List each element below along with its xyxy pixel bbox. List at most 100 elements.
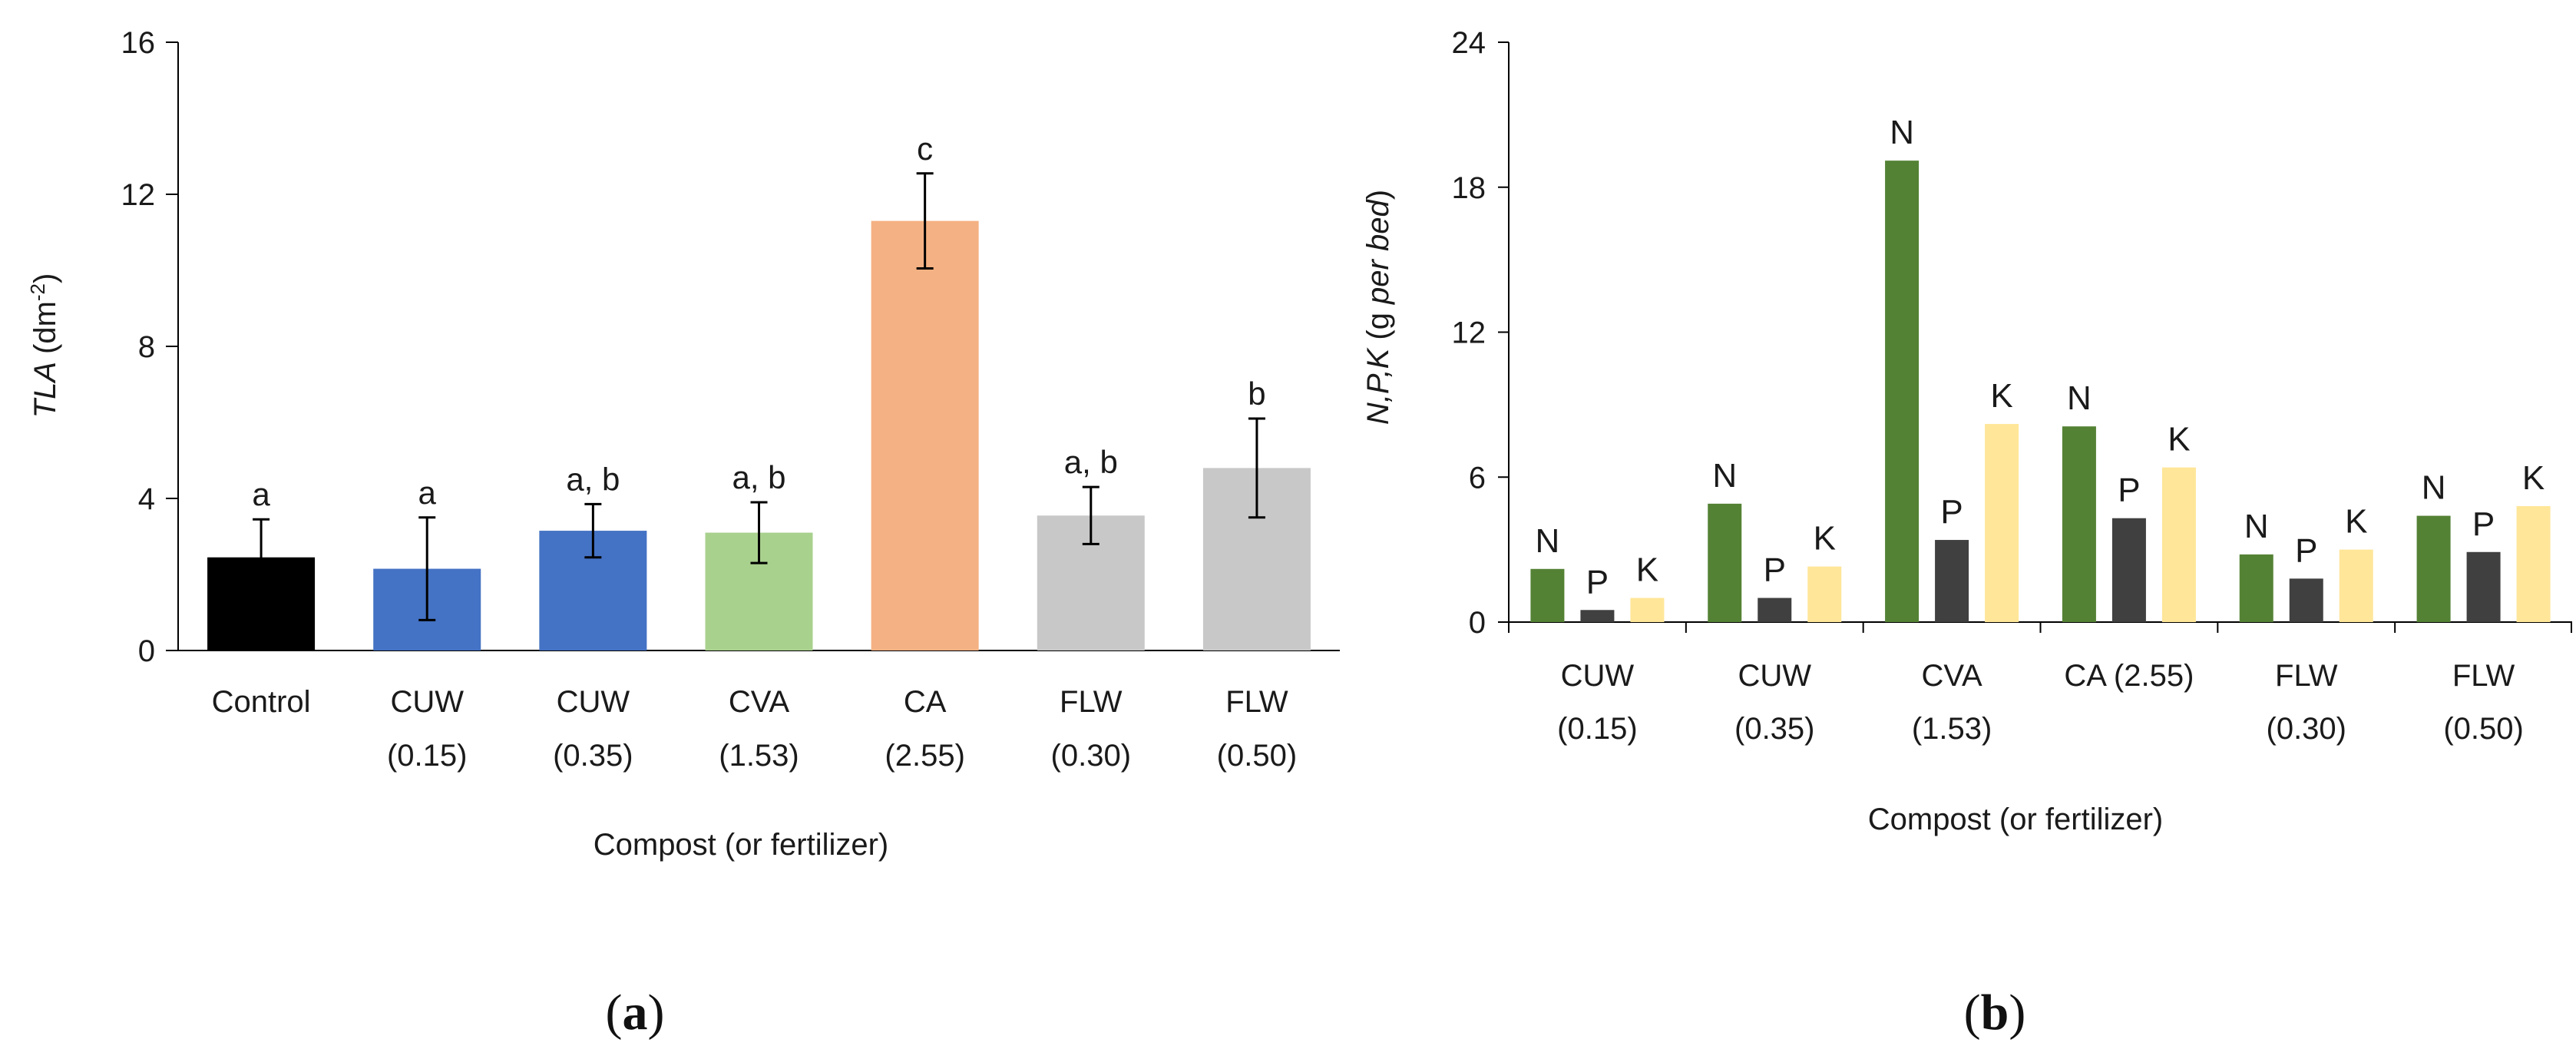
panel-b-x-tick-label: CVA: [1921, 659, 1982, 693]
panel-a-x-tick-label: Control: [212, 685, 311, 719]
panel-b-bar-label-n: N: [1890, 114, 1914, 151]
panel-b-y-tick-label: 24: [1452, 26, 1486, 60]
panel-b-x-tick-label: CUW: [1738, 659, 1811, 693]
panel-b-x-tick-label: CUW: [1561, 659, 1635, 693]
panel-a-y-tick-label: 16: [121, 26, 156, 60]
panel-b-bar-label-p: P: [2472, 505, 2495, 543]
panel-b-bar-label-k: K: [1636, 551, 1658, 589]
panel-a-y-tick-label: 0: [138, 634, 155, 668]
panel-a-x-tick-label: (1.53): [719, 739, 799, 773]
panel-a-significance-letter: b: [1248, 376, 1265, 412]
panel-b-bar-label-k: K: [2168, 421, 2190, 458]
panel-b-bar-k: [1630, 598, 1665, 622]
panel-a-significance-letter: a, b: [1064, 444, 1118, 480]
panel-a-y-axis-title-part: TLA: [28, 362, 62, 418]
panel-a-x-axis-title: Compost (or fertilizer): [594, 828, 889, 862]
panel-b-bar-label-k: K: [1814, 520, 1836, 558]
panel-b-bar-label-n: N: [1536, 522, 1560, 560]
panel-b-bar-k: [1985, 424, 2019, 622]
panel-a-y-axis-title-part: ): [28, 273, 62, 283]
panel-b-x-tick-label: FLW: [2275, 659, 2338, 693]
panel-b-x-axis-title: Compost (or fertilizer): [1868, 803, 2164, 836]
panel-b-bar-label-n: N: [2244, 508, 2269, 545]
panel-b-y-tick-label: 0: [1469, 606, 1486, 640]
panel-b-bar-p: [1935, 540, 1969, 622]
panel-a-x-tick-label: CUW: [390, 685, 464, 719]
panel-b-bar-label-n: N: [2067, 379, 2092, 417]
panel-b-y-tick-label: 12: [1452, 316, 1486, 350]
panel-a-x-tick-label: (0.35): [553, 739, 633, 773]
panel-b-bar-label-p: P: [1940, 493, 1963, 531]
panel-b-bar-label-n: N: [1712, 457, 1737, 495]
panel-a-significance-letter: a, b: [566, 461, 620, 497]
panel-b-y-tick-label: 18: [1452, 171, 1486, 205]
panel-b-bar-label-k: K: [2345, 503, 2367, 541]
panel-b-bar-label-p: P: [2118, 472, 2140, 509]
panel-label-paren: ): [648, 985, 665, 1041]
panel-b-x-tick-label: (0.30): [2267, 712, 2347, 746]
panel-b-bar-label-p: P: [2295, 531, 2317, 569]
panel-b-x-tick-label: CA (2.55): [2064, 659, 2194, 693]
panel-b-bar-n: [2062, 426, 2096, 622]
panel-b-x-tick-label: (1.53): [1912, 712, 1992, 746]
panel-b-y-axis-title-part: (g: [1361, 304, 1395, 349]
panel-a-significance-letter: c: [917, 131, 933, 167]
panel-b-bar-label-k: K: [1990, 377, 2012, 415]
panel-label-letter: b: [1981, 985, 2009, 1041]
panel-a-y-tick-label: 12: [121, 178, 156, 212]
panel-b-y-tick-label: 6: [1469, 461, 1486, 495]
panel-b-y-axis-title-part: ): [1361, 190, 1395, 200]
panel-b-bar-p: [1580, 610, 1615, 622]
panel-a-y-tick-label: 8: [138, 330, 155, 364]
panel-b-bar-label-n: N: [2422, 469, 2446, 507]
panel-a-y-axis-title-part: (dm: [28, 301, 62, 354]
panel-b-y-axis-title-part: N,P,K: [1361, 346, 1395, 425]
panel-a-y-axis-title: TLA (dm-2): [26, 273, 62, 419]
panel-a-x-tick-label: (0.15): [387, 739, 468, 773]
panel-a-x-tick-label: (0.50): [1217, 739, 1298, 773]
panel-b-x-tick-label: FLW: [2452, 659, 2515, 693]
panel-b-bar-k: [2161, 467, 2196, 622]
panel-b-bar-label-k: K: [2522, 459, 2545, 497]
panel-a-chart: 0 4 8 12 16 a Control a CUW (0.15) a, b CUW (0.35) a,…: [26, 26, 1340, 862]
panel-a-bar: [871, 220, 979, 650]
panel-a-significance-letter: a, b: [732, 459, 785, 495]
panel-a-significance-letter: a: [252, 476, 270, 512]
panel-b-bar-label-p: P: [1586, 563, 1609, 601]
panel-b-x-tick-label: (0.15): [1557, 712, 1638, 746]
panel-a-x-tick-label: (0.30): [1051, 739, 1132, 773]
panel-label: (b): [1964, 985, 2026, 1041]
panel-label-letter: a: [623, 985, 648, 1041]
panel-b-y-axis-title-part: per bed: [1361, 199, 1395, 305]
panel-b-bar-p: [2289, 578, 2323, 622]
panel-b-bar-n: [1708, 503, 1742, 622]
panel-b-bar-k: [1807, 566, 1842, 622]
panel-a-x-tick-label: FLW: [1060, 685, 1123, 719]
panel-a-significance-letter: a: [418, 475, 437, 511]
panel-label-paren: (: [606, 985, 623, 1041]
panel-b-bar-n: [2416, 515, 2451, 622]
panel-a-y-tick-label: 4: [138, 482, 155, 516]
panel-a-x-tick-label: CA: [904, 685, 947, 719]
panel-a-x-tick-label: (2.55): [885, 739, 965, 773]
panel-b-bar-p: [2111, 518, 2146, 622]
panel-label: (a): [606, 985, 665, 1041]
panel-b-x-tick-label: (0.35): [1734, 712, 1815, 746]
panel-b-bar-p: [2466, 551, 2501, 622]
panel-b-bar-k: [2339, 549, 2373, 622]
panel-b-bar-n: [1885, 161, 1920, 623]
panel-label-paren: ): [2009, 985, 2025, 1041]
panel-b-bar-k: [2516, 506, 2551, 622]
panel-b-bar-label-p: P: [1764, 551, 1786, 589]
panel-a-x-tick-label: CUW: [557, 685, 630, 719]
panel-b-bar-p: [1758, 598, 1792, 622]
panel-label-paren: (: [1964, 985, 1981, 1041]
panel-b-bar-n: [2239, 554, 2273, 622]
panel-b-x-tick-label: (0.50): [2443, 712, 2524, 746]
panel-a-x-tick-label: FLW: [1225, 685, 1288, 719]
panel-b-y-axis-title: N,P,K (g per bed): [1361, 190, 1395, 425]
panel-a-y-axis-title-part: -2: [26, 283, 49, 301]
